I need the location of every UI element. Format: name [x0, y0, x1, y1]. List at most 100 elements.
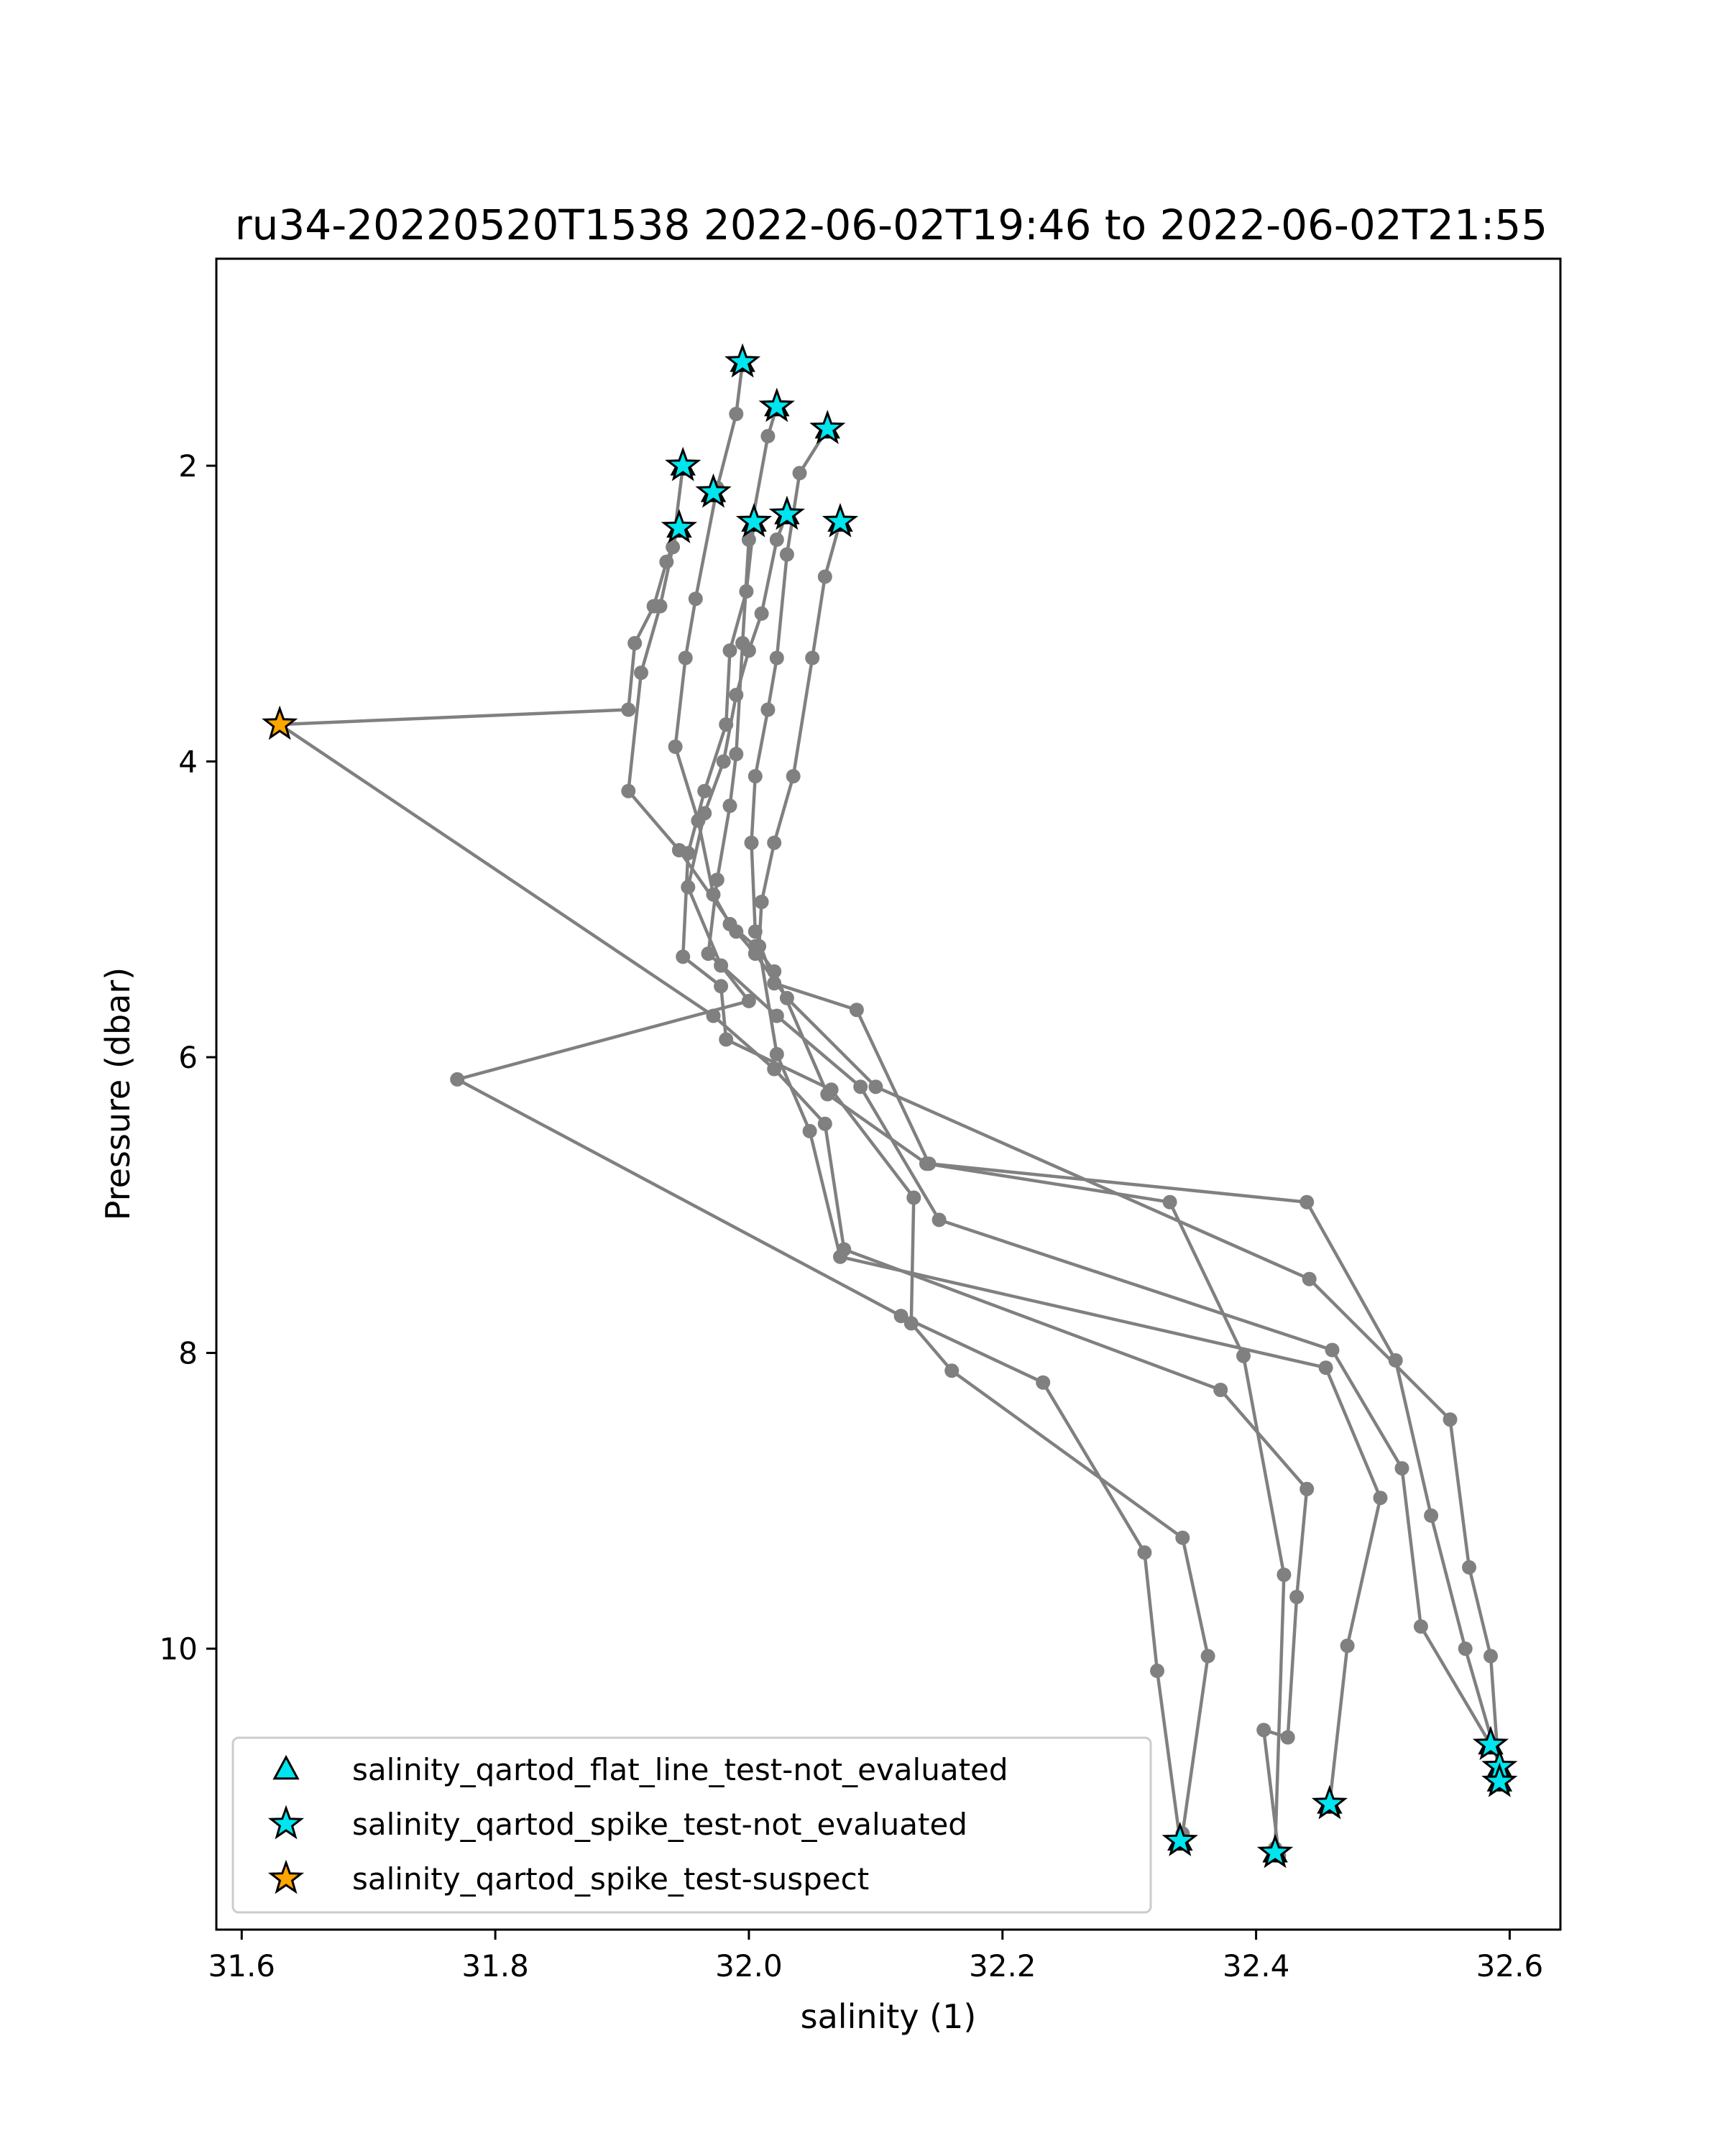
- spike-not-evaluated-marker-5: [695, 473, 732, 508]
- profile-2-point-10: [853, 1079, 868, 1095]
- profile-3-point-14: [1424, 1508, 1439, 1523]
- profile-3-point-4: [769, 650, 784, 665]
- x-tick-label-1: 31.6: [208, 1948, 276, 1984]
- profile-4-point-12: [1443, 1412, 1458, 1427]
- profile-6-point-13: [1340, 1639, 1355, 1653]
- profile-3-point-11: [921, 1156, 937, 1171]
- profile-6-point-8: [769, 1046, 784, 1061]
- profile-7-point-9: [719, 1032, 734, 1047]
- y-tick-label-2: 4: [178, 745, 198, 780]
- profile-6-point-4: [786, 769, 801, 784]
- profile-7-point-15: [1200, 1649, 1215, 1664]
- profile-5-point-15: [1150, 1663, 1164, 1678]
- x-tick-label-6: 32.6: [1476, 1948, 1544, 1984]
- profile-3-point-15: [1458, 1641, 1473, 1657]
- profile-4-point-4: [634, 665, 648, 681]
- legend-marker-1: [272, 1754, 300, 1780]
- legend-items: salinity_qartod_flat_line_test-not_evalu…: [267, 1752, 1008, 1897]
- profile-2-point-14: [1413, 1619, 1428, 1634]
- profile-8-point-14: [1280, 1730, 1295, 1745]
- spike-not-evaluated-marker-15: [1481, 1762, 1518, 1797]
- spike-not-evaluated-marker-3: [809, 410, 846, 445]
- profile-2-point-8: [701, 946, 716, 961]
- profile-line-8: [277, 527, 1309, 1856]
- y-axis-label: Pressure (dbar): [98, 967, 137, 1220]
- y-tick-label-5: 10: [160, 1631, 198, 1667]
- spike-not-evaluated-marker-11: [1256, 1833, 1294, 1869]
- profile-2-point-5: [729, 747, 744, 762]
- legend-label-2: salinity_qartod_spike_test-not_evaluated: [352, 1807, 967, 1842]
- profile-3-point-12: [1300, 1194, 1315, 1210]
- legend-box: [231, 1736, 1152, 1914]
- profile-4-point-14: [1484, 1649, 1498, 1664]
- profile-5-point-9: [714, 958, 729, 973]
- profile-7-point-14: [1175, 1530, 1190, 1545]
- profile-5-point-3: [754, 606, 769, 621]
- legend-marker-2: [267, 1805, 305, 1840]
- profile-5-point-10: [741, 993, 756, 1008]
- spike-not-evaluated-marker-8: [822, 502, 859, 538]
- profile-3-point-13: [1388, 1353, 1403, 1368]
- spike-not-evaluated-marker-9: [661, 509, 697, 543]
- profile-1-point-5: [678, 650, 693, 665]
- profile-3-point-2: [792, 466, 807, 481]
- chart-title: ru34-20220520T1538 2022-06-02T19:46 to 2…: [235, 201, 1547, 249]
- profile-8-point-7: [706, 1008, 721, 1023]
- spike-not-evaluated-marker-4: [665, 446, 702, 482]
- profile-6-point-11: [1318, 1360, 1333, 1376]
- legend-label-3: salinity_qartod_spike_test-suspect: [352, 1861, 869, 1897]
- plot-frame: [215, 257, 1562, 1931]
- profile-6-point-5: [767, 835, 782, 850]
- profile-2-point-12: [1325, 1342, 1340, 1358]
- profile-4-point-13: [1462, 1560, 1476, 1575]
- profile-7-point-12: [903, 1316, 919, 1331]
- profile-2-point-2: [760, 428, 776, 443]
- profile-6-point-6: [754, 895, 769, 909]
- profile-line-5: [455, 512, 1182, 1841]
- profile-5-point-6: [716, 754, 731, 769]
- profile-8-point-4: [627, 636, 643, 650]
- profile-7-point-4: [719, 717, 734, 732]
- profile-7-point-11: [906, 1190, 921, 1205]
- profiles-layer: [272, 355, 1507, 1864]
- profile-8-point-10: [837, 1242, 852, 1257]
- profile-7-point-6: [681, 846, 696, 861]
- profile-5-point-12: [893, 1309, 908, 1324]
- profile-6-point-12: [1373, 1491, 1388, 1506]
- profile-3-point-7: [744, 835, 759, 850]
- legend-label-1: salinity_qartod_flat_line_test-not_evalu…: [352, 1752, 1008, 1787]
- profile-7-point-7: [676, 949, 691, 964]
- profile-3-point-3: [779, 547, 794, 562]
- spike-not-evaluated-marker-6: [735, 502, 773, 538]
- profile-3-point-10: [849, 1003, 864, 1018]
- profile-4-point-11: [1302, 1271, 1317, 1286]
- y-tick-label-4: 8: [178, 1336, 198, 1371]
- spike-not-evaluated-marker-7: [768, 495, 806, 530]
- x-tick-label-5: 32.4: [1223, 1948, 1290, 1984]
- profile-2-point-9: [769, 1008, 784, 1023]
- profile-8-point-8: [767, 1061, 782, 1077]
- profile-5-point-8: [681, 880, 696, 895]
- profile-7-point-2: [739, 584, 754, 599]
- spike-not-evaluated-marker-2: [758, 387, 795, 423]
- spike-not-evaluated-marker-1: [724, 343, 761, 378]
- profile-5-point-4: [741, 643, 756, 658]
- profile-7-point-10: [824, 1082, 839, 1097]
- markers-layer: [262, 343, 1518, 1869]
- profile-7-point-3: [722, 643, 737, 658]
- profile-3-point-6: [748, 769, 763, 784]
- x-tick-label-2: 31.8: [461, 1948, 529, 1984]
- x-axis-label: salinity (1): [801, 1997, 977, 2036]
- y-tick-label-3: 6: [178, 1040, 198, 1075]
- y-tick-label-1: 2: [178, 448, 198, 484]
- profile-8-point-11: [1213, 1383, 1228, 1397]
- profile-5-point-2: [769, 532, 784, 547]
- profile-6-point-7: [752, 939, 767, 954]
- profile-8-point-5: [621, 702, 636, 717]
- profile-5-point-14: [1137, 1545, 1152, 1560]
- profile-8-point-15: [1256, 1723, 1271, 1738]
- profile-8-point-13: [1289, 1590, 1305, 1605]
- profile-4-point-9: [779, 990, 794, 1005]
- profile-8-point-3: [646, 599, 661, 614]
- profile-2-point-13: [1394, 1461, 1409, 1476]
